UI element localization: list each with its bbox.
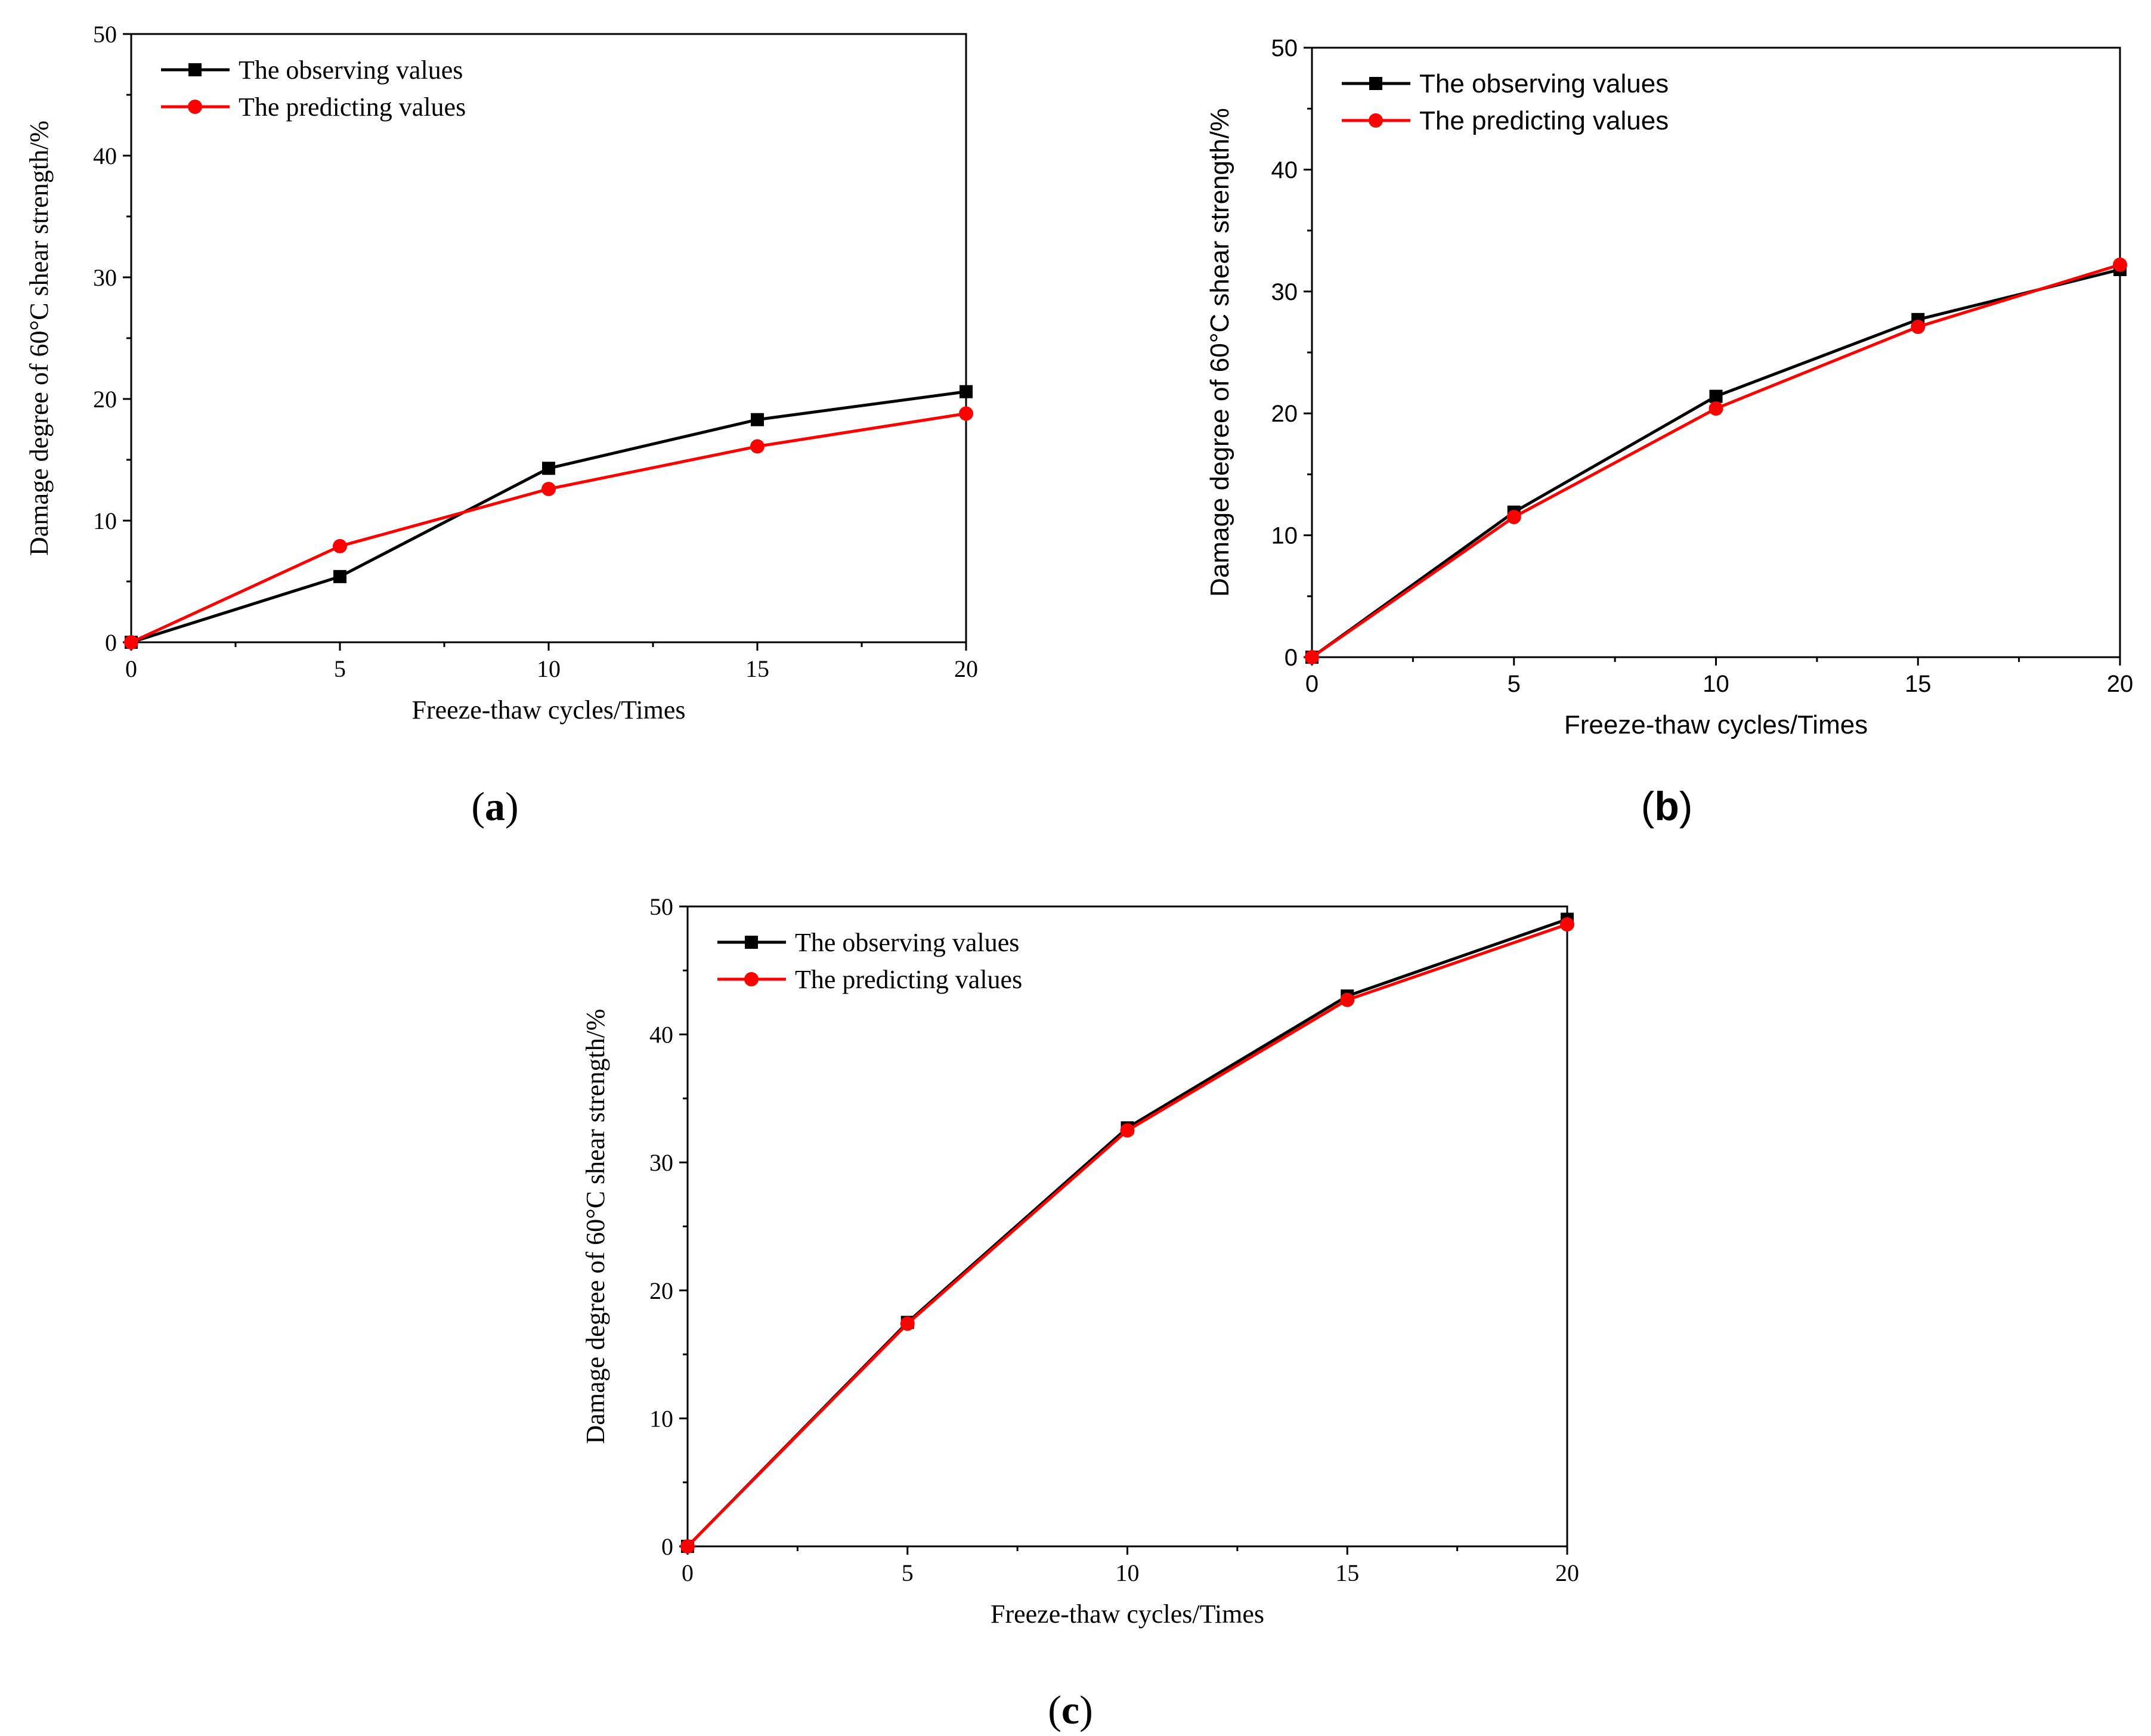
y-axis-title: Damage degree of 60°C shear strength/% [24,120,54,556]
legend-marker-square [745,936,758,949]
data-point-observing [751,413,764,426]
y-tick-label: 50 [93,21,117,48]
x-tick-label: 20 [1555,1559,1579,1586]
legend-marker-circle [744,972,759,986]
y-tick-label: 50 [1271,35,1298,61]
y-axis-title: Damage degree of 60°C shear strength/% [1205,108,1234,597]
data-point-predicting [541,481,556,496]
y-tick-label: 40 [649,1022,673,1048]
legend-marker-square [188,63,202,76]
data-point-predicting [1340,992,1355,1007]
data-point-observing [960,385,973,398]
data-point-predicting [1120,1123,1135,1138]
panel-letter: c [1061,1687,1079,1732]
x-tick-label: 5 [1508,671,1521,697]
panel-c: 0 5 10 15 20 0 10 20 30 40 50 Freeze-thaw cycles/Ti… [581,893,1579,1732]
x-tick-label: 0 [125,655,137,682]
panel-a: 0 5 10 15 20 0 10 20 30 40 50 Freeze-thaw cycles/Ti… [24,21,978,829]
panel-b: 0 5 10 15 20 0 10 20 30 40 50 Freeze-thaw cycles/Ti… [1205,35,2133,829]
data-point-predicting [333,539,347,553]
legend-label: The observing values [1419,69,1669,98]
legend-label: The observing values [795,928,1019,957]
x-tick-label: 0 [1305,671,1319,697]
data-point-predicting [1709,401,1723,416]
y-tick-label: 40 [93,143,117,169]
x-tick-label: 15 [1335,1559,1359,1586]
y-tick-label: 0 [1285,645,1298,671]
panel-letter: b [1654,784,1679,829]
data-point-predicting [1506,509,1521,524]
x-tick-label: 15 [745,655,769,682]
legend-label: The predicting values [795,965,1022,994]
x-tick-label: 5 [334,655,346,682]
legend-marker-circle [1369,113,1383,128]
data-point-predicting [959,406,973,421]
legend-label: The predicting values [239,92,466,122]
data-point-predicting [1911,320,1926,335]
y-tick-label: 50 [649,893,673,920]
y-tick-label: 0 [661,1533,673,1560]
y-tick-label: 30 [1271,279,1298,305]
y-tick-label: 30 [93,264,117,291]
x-axis-title: Freeze-thaw cycles/Times [991,1599,1264,1629]
y-axis-title: Damage degree of 60°C shear strength/% [581,1009,610,1444]
y-tick-label: 0 [105,629,117,656]
y-tick-label: 20 [1271,401,1298,427]
x-tick-label: 15 [1905,671,1932,697]
data-point-observing [1709,389,1723,403]
x-tick-label: 10 [537,655,561,682]
data-point-predicting [900,1316,915,1331]
x-tick-label: 20 [2107,671,2134,697]
y-tick-label: 10 [1271,523,1298,549]
y-tick-label: 10 [93,508,117,534]
legend-marker-circle [188,100,202,114]
legend-label: The predicting values [1419,106,1669,135]
panel-letter: a [485,784,505,829]
y-tick-label: 20 [649,1277,673,1304]
y-tick-label: 10 [649,1405,673,1432]
x-tick-label: 20 [954,655,978,682]
y-tick-label: 30 [649,1149,673,1176]
data-point-predicting [680,1539,695,1554]
x-tick-label: 5 [902,1559,914,1586]
panel-caption: (b) [1641,784,1693,829]
x-tick-label: 0 [682,1559,694,1586]
x-tick-label: 10 [1703,671,1729,697]
legend-marker-square [1369,77,1382,90]
data-point-predicting [124,635,138,649]
panel-caption: (c) [1048,1687,1093,1732]
data-point-predicting [1560,917,1574,932]
data-point-predicting [2113,257,2127,272]
y-tick-label: 40 [1271,157,1298,183]
panel-caption: (a) [471,784,518,829]
x-axis-title: Freeze-thaw cycles/Times [1564,710,1868,739]
legend-label: The observing values [239,55,463,85]
data-point-predicting [750,439,765,454]
y-tick-label: 20 [93,386,117,413]
data-point-observing [542,462,555,475]
x-tick-label: 10 [1116,1559,1140,1586]
data-point-observing [333,570,346,583]
data-point-predicting [1305,650,1319,664]
x-axis-title: Freeze-thaw cycles/Times [411,695,685,725]
